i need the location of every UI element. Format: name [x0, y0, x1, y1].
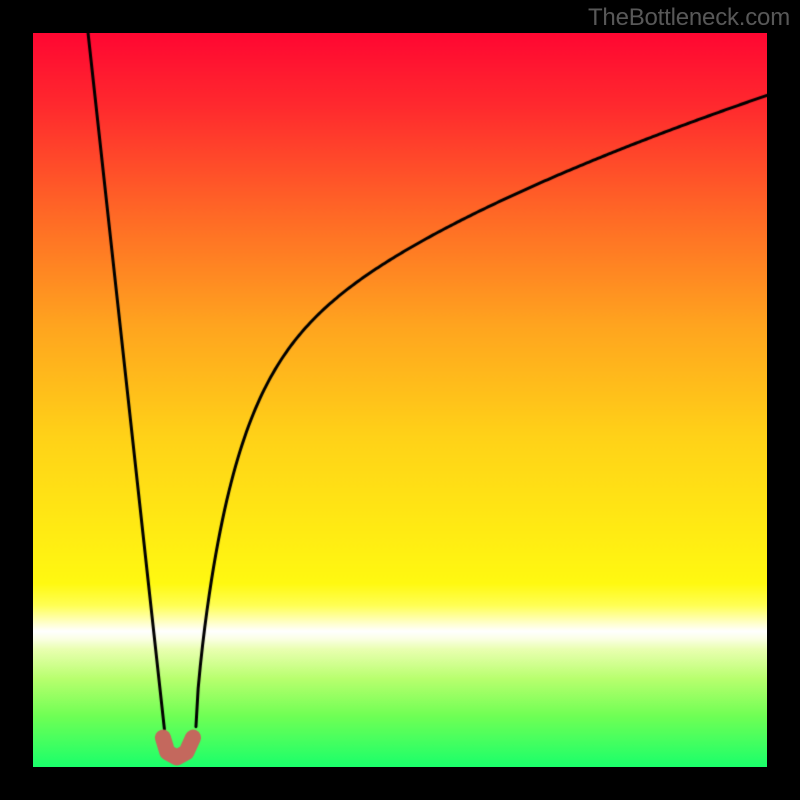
chart-root: TheBottleneck.com — [0, 0, 800, 800]
watermark-text: TheBottleneck.com — [588, 4, 790, 32]
plot-area — [33, 33, 767, 767]
plot-canvas — [33, 33, 767, 767]
